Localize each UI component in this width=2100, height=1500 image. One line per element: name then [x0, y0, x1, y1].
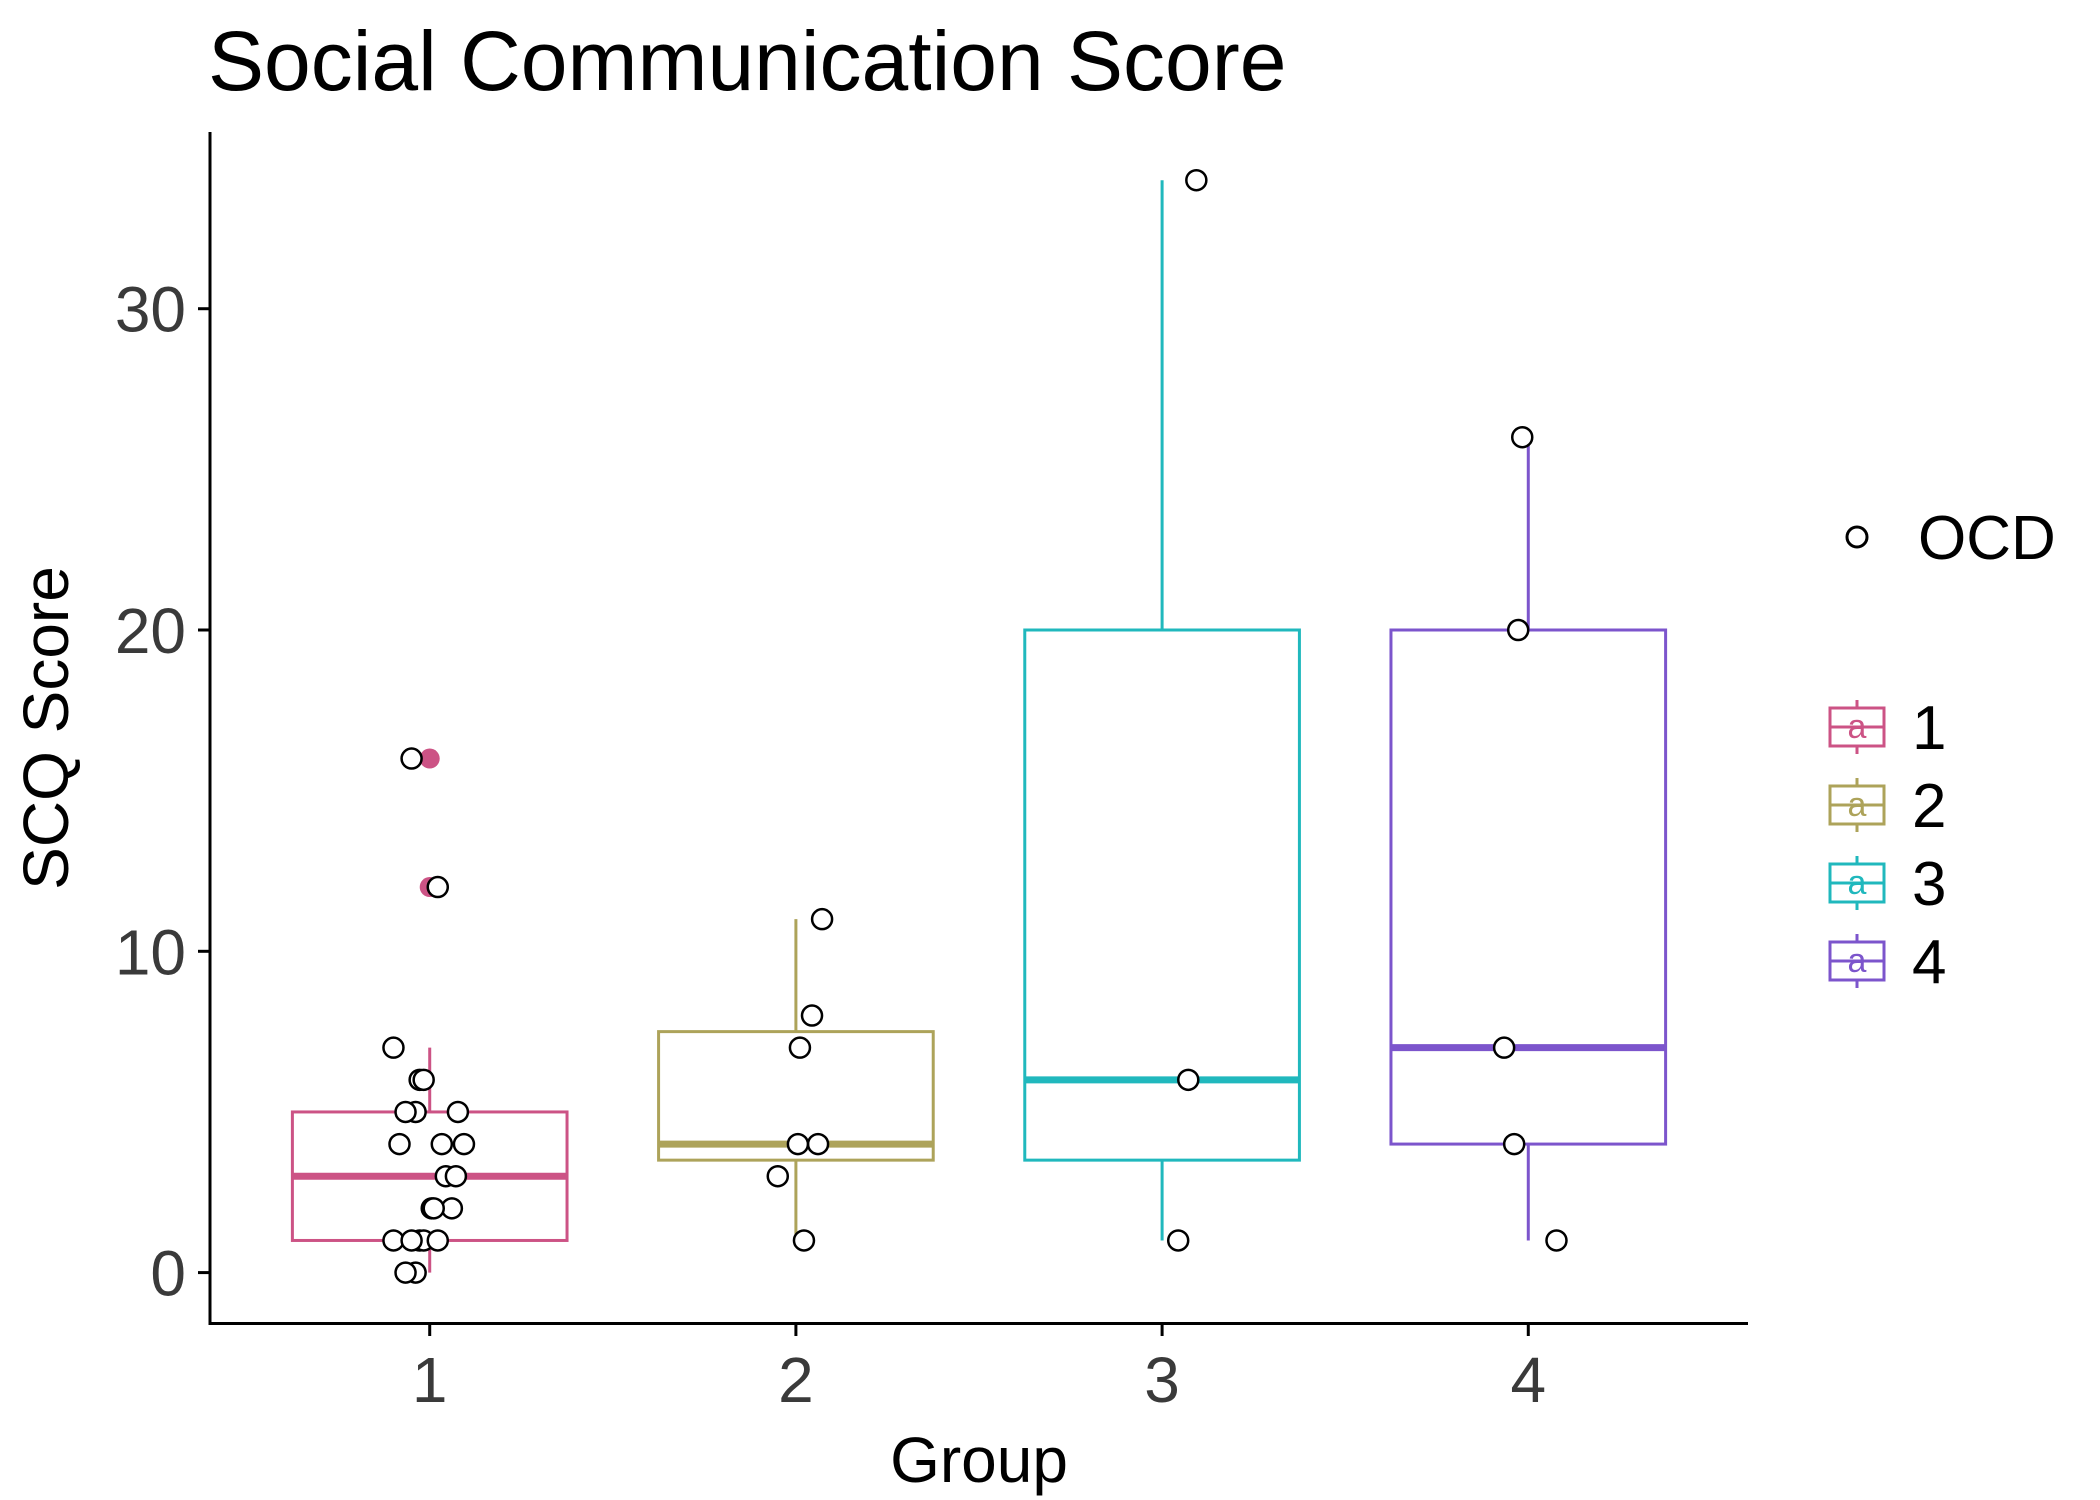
outlier-point — [419, 748, 440, 769]
data-point — [452, 1132, 476, 1156]
legend-entry-label: 3 — [1912, 850, 1946, 919]
x-tick-label: 3 — [1144, 1344, 1180, 1416]
data-point — [444, 1164, 468, 1188]
data-point — [446, 1100, 470, 1124]
x-axis-title: Group — [890, 1424, 1068, 1496]
data-point — [1185, 168, 1208, 192]
box — [1389, 628, 1668, 1146]
data-point — [400, 747, 423, 770]
data-point — [1177, 1068, 1200, 1092]
data-point — [806, 1132, 830, 1156]
legend-entry-label: 4 — [1912, 928, 1946, 997]
data-point — [400, 1229, 423, 1252]
data-point — [394, 1261, 417, 1284]
legend-entry-label: 1 — [1912, 694, 1946, 763]
data-point — [1545, 1229, 1568, 1252]
box-group-4 — [1389, 437, 1668, 1241]
data-point — [800, 1004, 824, 1027]
data-point — [382, 1036, 405, 1059]
chart-title: Social Communication Score — [208, 14, 1286, 108]
x-tick-label: 2 — [778, 1344, 814, 1416]
data-point — [422, 1197, 445, 1220]
data-point — [1506, 618, 1530, 642]
points-legend-label: OCD — [1918, 504, 2056, 573]
y-axis-title: SCQ Score — [10, 566, 82, 890]
data-point — [394, 1100, 417, 1124]
data-point — [430, 1132, 454, 1156]
data-point — [412, 1068, 435, 1092]
data-point — [788, 1036, 812, 1059]
box-group-1 — [290, 748, 569, 1273]
data-point — [388, 1132, 411, 1156]
boxes-layer — [290, 180, 1668, 1273]
data-point — [426, 1229, 450, 1252]
data-point — [1510, 425, 1534, 449]
legend-key-letter: a — [1848, 864, 1867, 902]
data-point — [1502, 1132, 1526, 1156]
box-group-2 — [657, 919, 935, 1241]
data-point — [792, 1229, 816, 1252]
points-legend-key — [1845, 525, 1869, 549]
data-point — [426, 875, 450, 899]
box — [1023, 628, 1301, 1162]
data-point — [810, 907, 834, 931]
data-point — [1492, 1036, 1516, 1059]
y-tick-label: 10 — [115, 916, 186, 988]
data-point — [1166, 1229, 1190, 1252]
group-legend: a 1a 2a 3a 4 — [1828, 694, 1946, 997]
legend-entry-label: 2 — [1912, 772, 1946, 841]
legend-key-letter: a — [1848, 708, 1867, 746]
x-tick-label: 1 — [412, 1344, 448, 1416]
data-point — [786, 1132, 810, 1156]
y-tick-label: 0 — [150, 1238, 186, 1310]
points-legend: OCD — [1845, 504, 2056, 573]
legend-key-letter: a — [1848, 786, 1867, 824]
y-tick-label: 20 — [115, 595, 186, 667]
y-ticks: 0 10 20 30 — [115, 274, 210, 1310]
x-ticks: 1 2 3 4 — [412, 1324, 1546, 1416]
legend-key-letter: a — [1848, 942, 1867, 980]
x-tick-label: 4 — [1510, 1344, 1546, 1416]
points-layer — [382, 168, 1568, 1284]
box-group-3 — [1023, 180, 1301, 1241]
data-point — [766, 1164, 790, 1188]
y-tick-label: 30 — [115, 274, 186, 346]
